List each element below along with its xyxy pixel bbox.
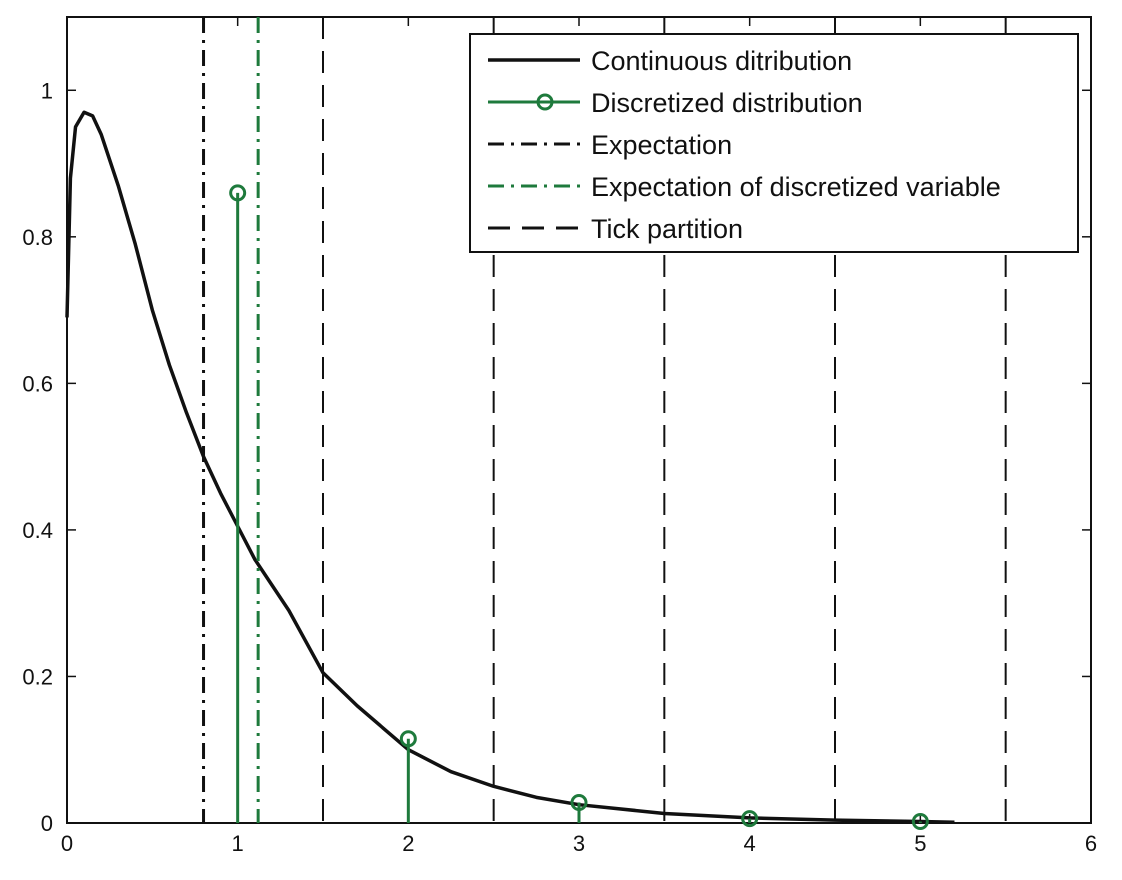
discretized-marker [399, 730, 417, 748]
legend: Continuous ditribution Discretized distri… [469, 33, 1079, 253]
series-layer [65, 17, 1007, 831]
y-tick-label: 0 [41, 811, 53, 836]
continuous-distribution-line [65, 110, 955, 825]
x-tick-label: 3 [573, 831, 585, 856]
y-tick-label: 0.4 [22, 518, 53, 543]
discretized-marker [570, 793, 588, 811]
x-tick-label: 1 [232, 831, 244, 856]
legend-label: Expectation [591, 130, 732, 160]
legend-label: Expectation of discretized variable [591, 172, 1001, 202]
y-tick-label: 1 [41, 78, 53, 103]
x-tick-label: 6 [1085, 831, 1097, 856]
legend-box [469, 33, 1079, 253]
legend-swatch-marker [536, 93, 554, 111]
discretized-marker [741, 810, 759, 828]
y-tick-label: 0.8 [22, 225, 53, 250]
legend-label: Tick partition [591, 214, 743, 244]
x-tick-label: 5 [914, 831, 926, 856]
x-tick-label: 4 [744, 831, 756, 856]
y-tick-label: 0.6 [22, 371, 53, 396]
discretized-marker [911, 813, 929, 831]
legend-items: Continuous ditribution Discretized distri… [488, 46, 1001, 244]
y-tick-label: 0.2 [22, 664, 53, 689]
x-tick-label: 2 [402, 831, 414, 856]
legend-label: Continuous ditribution [591, 46, 852, 76]
discretized-marker [229, 184, 247, 202]
x-tick-label: 0 [61, 831, 73, 856]
legend-label: Discretized distribution [591, 88, 863, 118]
